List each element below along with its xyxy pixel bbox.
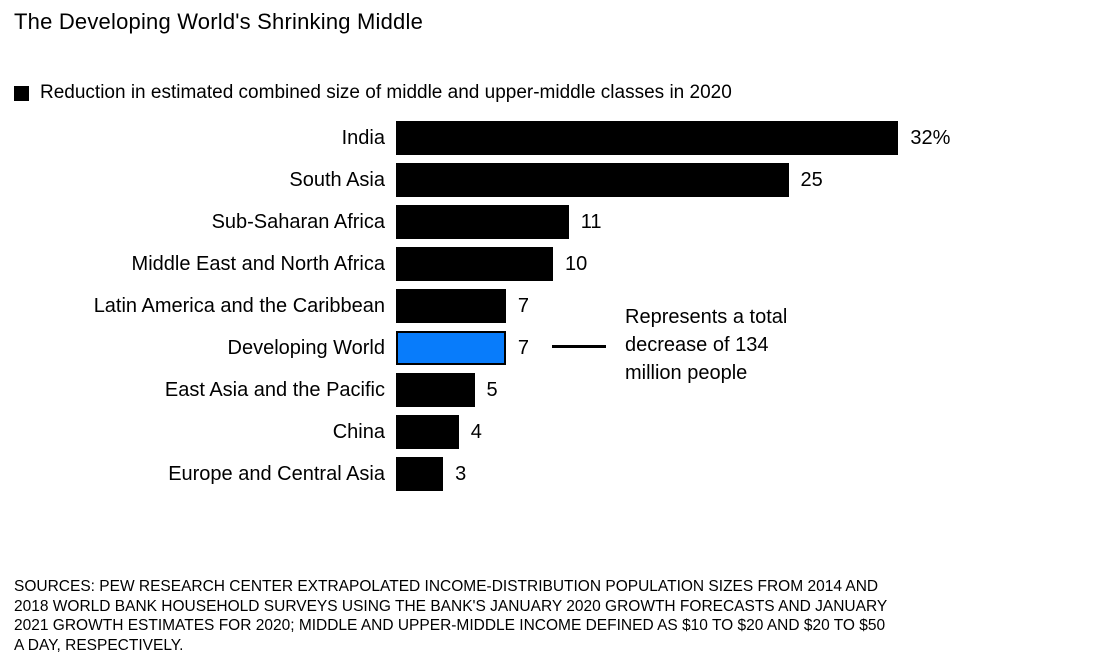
value-label: 4	[470, 420, 482, 443]
value-label: 11	[580, 210, 602, 233]
bar-row: China 4	[0, 411, 1102, 453]
legend-swatch-icon	[14, 85, 29, 101]
bar-row: India 32%	[0, 117, 1102, 159]
category-label: Europe and Central Asia	[168, 462, 385, 485]
bar-row: Developing World 7	[0, 327, 1102, 369]
category-label: Middle East and North Africa	[131, 252, 385, 275]
bar	[396, 415, 459, 449]
source-line: 2018 WORLD BANK HOUSEHOLD SURVEYS USING …	[14, 597, 888, 615]
bar	[396, 163, 789, 197]
source-note: SOURCES: PEW RESEARCH CENTER EXTRAPOLATE…	[14, 577, 1094, 655]
value-label: 10	[565, 252, 588, 275]
bar-row: Latin America and the Caribbean 7	[0, 285, 1102, 327]
value-label: 3	[455, 462, 467, 485]
annotation-line: Represents a total	[625, 306, 788, 328]
bar	[396, 247, 553, 281]
legend-label: Reduction in estimated combined size of …	[40, 82, 732, 103]
bar	[396, 373, 475, 407]
legend: Reduction in estimated combined size of …	[14, 82, 732, 104]
category-label: East Asia and the Pacific	[164, 378, 385, 401]
bar-row: Sub-Saharan Africa 11	[0, 201, 1102, 243]
annotation: Represents a total decrease of 134 milli…	[625, 303, 787, 387]
bar	[396, 121, 899, 155]
annotation-line: decrease of 134	[625, 334, 769, 356]
bar	[396, 205, 569, 239]
annotation-connector-line	[552, 345, 606, 348]
category-label: South Asia	[289, 168, 385, 191]
value-label: 25	[800, 168, 823, 191]
category-label: Developing World	[227, 336, 386, 359]
source-line: SOURCES: PEW RESEARCH CENTER EXTRAPOLATE…	[14, 578, 879, 595]
source-line: A DAY, RESPECTIVELY.	[14, 636, 184, 654]
category-label: China	[332, 420, 385, 443]
bar-row: East Asia and the Pacific 5	[0, 369, 1102, 411]
annotation-line: million people	[625, 362, 748, 384]
bar-chart: India 32% South Asia 25 Sub-Saharan Africa 11…	[0, 117, 1102, 495]
value-label: 32%	[910, 126, 951, 149]
bar	[396, 289, 506, 323]
bar-row: South Asia 25	[0, 159, 1102, 201]
bar-row: Middle East and North Africa 10	[0, 243, 1102, 285]
bar-highlighted	[396, 331, 506, 365]
category-label: India	[341, 126, 385, 149]
category-label: Latin America and the Caribbean	[93, 294, 385, 317]
source-line: 2021 GROWTH ESTIMATES FOR 2020; MIDDLE A…	[14, 617, 886, 634]
category-label: Sub-Saharan Africa	[211, 210, 385, 233]
value-label: 5	[486, 378, 498, 401]
value-label: 7	[517, 336, 530, 359]
chart-title: The Developing World's Shrinking Middle	[14, 9, 424, 34]
value-label: 7	[517, 294, 530, 317]
bar-row: Europe and Central Asia 3	[0, 453, 1102, 495]
bar	[396, 457, 444, 491]
